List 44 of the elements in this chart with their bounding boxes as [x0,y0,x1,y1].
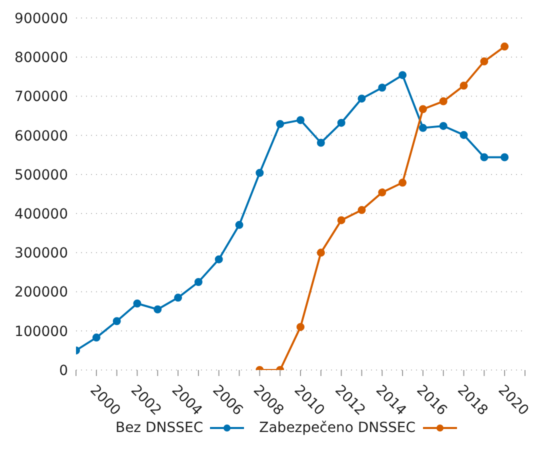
point [154,305,162,314]
point [112,317,121,326]
point [358,94,366,103]
y-tick-label: 100000 [14,324,68,340]
point [337,118,346,127]
y-tick-label: 0 [59,362,68,379]
point [133,300,142,308]
y-tick-label: 800000 [14,50,68,66]
point [439,97,448,106]
point [398,71,407,80]
point [194,278,202,286]
point [500,153,509,162]
point [256,168,264,177]
point [92,334,100,342]
point [296,322,304,331]
point [337,216,346,224]
point [235,220,244,229]
point [460,130,468,139]
point [398,178,407,187]
point [358,206,366,214]
point [214,255,223,264]
point [174,294,182,302]
y-tick-label: 300000 [14,246,68,262]
point [316,248,325,257]
point [296,116,304,124]
point [378,188,386,196]
point [316,138,325,147]
y-tick-label: 700000 [14,89,68,106]
point [480,153,488,162]
point [439,122,448,130]
point [378,84,386,92]
legend-label: Zabezpečeno DNSSEC [259,420,416,436]
y-tick-label: 600000 [14,128,68,144]
point [480,57,488,66]
y-tick-label: 400000 [14,206,68,223]
y-tick-label: 500000 [14,167,68,184]
point [500,42,509,51]
point [418,124,427,132]
point [418,105,427,114]
y-tick-label: 200000 [14,284,68,301]
point [276,120,284,128]
legend-label: Bez DNSSEC [115,420,204,436]
point [460,82,468,90]
y-tick-label: 900000 [14,10,68,27]
